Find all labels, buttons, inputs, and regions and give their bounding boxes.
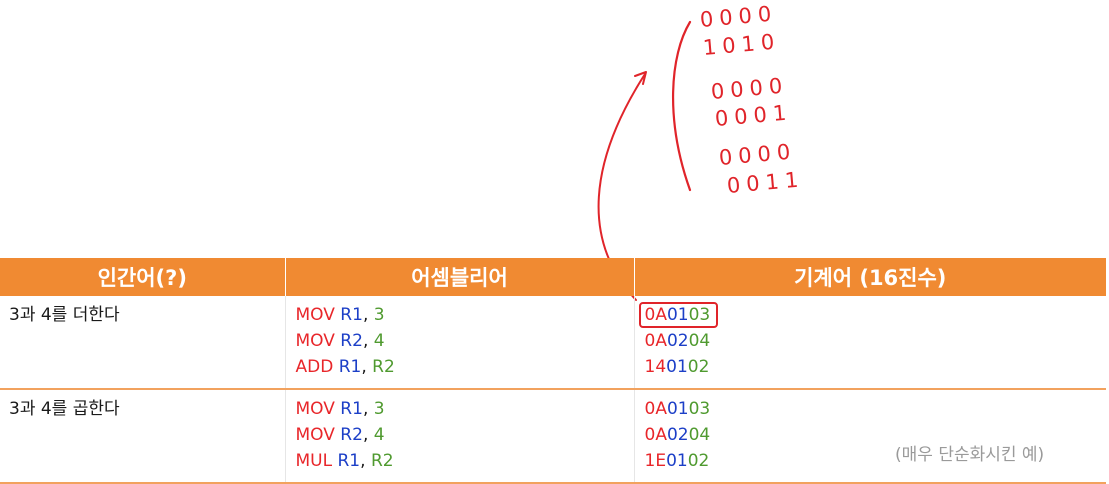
machine-code: 0A0103 0A0204 1E0102 <box>634 389 1106 484</box>
handwritten-bits-4: 0001 <box>713 100 794 131</box>
circled-machine-code: 0A0103 <box>638 302 719 328</box>
handwritten-bits-5: 0000 <box>717 139 798 170</box>
machine-code: 0A0103 0A0204 140102 <box>634 296 1107 390</box>
assembly-code: MOV R1, 3 MOV R2, 4 MUL R1, R2 <box>285 389 635 484</box>
table-header-row: 인간어(?) 어셈블리어 기계어 (16진수) <box>0 258 1106 296</box>
machine-line: 140102 <box>644 357 710 377</box>
assembly-line: MOV R1, 3 <box>295 399 385 419</box>
assembly-line: MOV R2, 4 <box>295 331 385 351</box>
header-assembly-language: 어셈블리어 <box>285 258 635 296</box>
machine-line: 1E0102 <box>644 451 710 471</box>
language-comparison-table: 인간어(?) 어셈블리어 기계어 (16진수) 3과 4를 더한다 MOV R1… <box>0 258 1106 484</box>
header-machine-language: 기계어 (16진수) <box>634 258 1106 296</box>
arrowhead-mark <box>634 71 647 85</box>
machine-line: 0A0204 <box>644 331 711 351</box>
simplification-note: (매우 단순화시킨 예) <box>895 445 1045 465</box>
assembly-line: MUL R1, R2 <box>295 451 394 471</box>
header-human-language: 인간어(?) <box>0 258 286 296</box>
assembly-line: MOV R1, 3 <box>295 305 385 325</box>
handwritten-bits-2: 1010 <box>701 29 782 60</box>
bracket-mark <box>672 20 692 192</box>
machine-line: 0A0103 <box>644 399 711 419</box>
assembly-line: ADD R1, R2 <box>295 357 395 377</box>
handwritten-bits-1: 0000 <box>698 1 779 32</box>
machine-line: 0A0204 <box>644 425 711 445</box>
table-row: 3과 4를 곱한다 MOV R1, 3 MOV R2, 4 MUL R1, R2… <box>0 389 1106 484</box>
handwritten-bits-3: 0000 <box>709 73 790 104</box>
assembly-line: MOV R2, 4 <box>295 425 385 445</box>
assembly-code: MOV R1, 3 MOV R2, 4 ADD R1, R2 <box>285 296 635 390</box>
handwritten-bits-6: 0011 <box>725 167 806 198</box>
human-description: 3과 4를 더한다 <box>0 296 286 390</box>
machine-line: 0A0103 <box>638 302 1107 328</box>
table-row: 3과 4를 더한다 MOV R1, 3 MOV R2, 4 ADD R1, R2… <box>0 296 1107 390</box>
human-description: 3과 4를 곱한다 <box>0 389 286 484</box>
